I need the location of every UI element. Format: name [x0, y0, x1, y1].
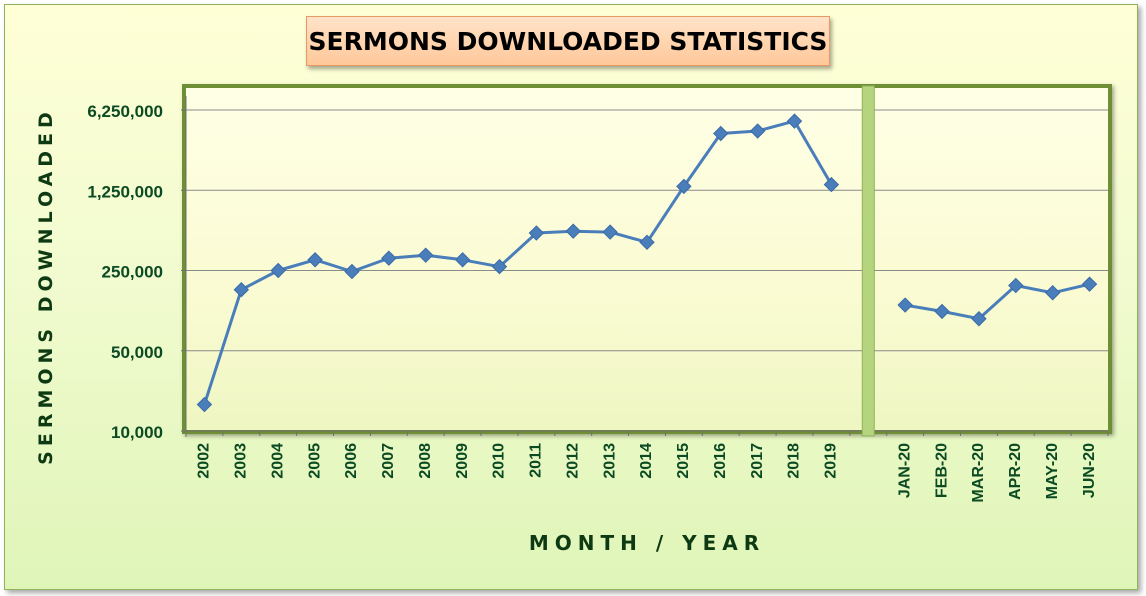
- plot-area: [182, 84, 1112, 434]
- data-point: [639, 234, 655, 251]
- data-point: [565, 223, 581, 239]
- data-point: [196, 396, 213, 413]
- x-tick-label: 2016: [712, 443, 729, 479]
- x-tick-label: MAR-20: [970, 443, 987, 503]
- x-tick-label: 2009: [454, 443, 471, 479]
- x-tick-label: 2014: [638, 443, 655, 479]
- x-tick-label: MAY-20: [1044, 443, 1061, 499]
- x-tick-label: 2015: [675, 443, 692, 479]
- data-point: [528, 225, 545, 241]
- y-tick-label: 250,000: [102, 263, 163, 282]
- y-tick-label: 50,000: [111, 343, 163, 362]
- data-point: [749, 123, 766, 139]
- y-tick-label: 10,000: [111, 423, 163, 442]
- x-tick-label: JUN-20: [1081, 443, 1098, 498]
- year-month-divider: [861, 85, 875, 437]
- data-point: [1008, 277, 1024, 294]
- data-point: [418, 247, 434, 263]
- x-tick-label: 2008: [417, 443, 434, 479]
- data-point: [454, 252, 471, 268]
- data-point: [602, 224, 618, 240]
- x-tick-label: FEB-20: [933, 443, 950, 498]
- data-point: [1044, 285, 1061, 301]
- x-tick-label: 2007: [380, 443, 397, 479]
- chart-title-box: SERMONS DOWNLOADED STATISTICS: [306, 16, 830, 66]
- data-point: [381, 250, 397, 266]
- data-point: [344, 263, 360, 280]
- x-tick-label: 2006: [343, 443, 360, 479]
- x-tick-label: 2010: [491, 443, 508, 479]
- series-line-yearly: [202, 119, 833, 405]
- data-point: [786, 113, 803, 129]
- data-point: [823, 176, 840, 193]
- x-tick-label: JAN-20: [896, 443, 913, 498]
- x-tick-label: 2002: [196, 443, 213, 479]
- x-tick-label: 2005: [306, 443, 323, 479]
- y-tick-label: 1,250,000: [87, 182, 163, 201]
- chart-title: SERMONS DOWNLOADED STATISTICS: [308, 26, 828, 56]
- data-point: [270, 262, 286, 279]
- x-tick-label: APR-20: [1007, 443, 1024, 500]
- x-tick-label: 2004: [269, 443, 286, 479]
- x-tick-label: 2019: [823, 443, 840, 479]
- data-point: [897, 297, 913, 313]
- x-tick-label: 2003: [233, 443, 250, 479]
- x-tick-label: 2012: [564, 443, 581, 479]
- data-point: [713, 125, 729, 142]
- data-point: [676, 178, 692, 195]
- x-axis-title: MONTH / YEAR: [528, 531, 766, 555]
- data-point: [1081, 276, 1098, 292]
- y-tick-label: 6,250,000: [87, 102, 163, 121]
- data-point: [491, 258, 508, 275]
- x-tick-label: 2011: [528, 443, 545, 478]
- data-point: [307, 252, 323, 268]
- data-point: [971, 311, 987, 327]
- series-line-monthly: [904, 282, 1090, 321]
- y-axis-title: SERMONS DOWNLOADED: [35, 107, 57, 465]
- data-point: [934, 303, 950, 320]
- x-tick-label: 2013: [601, 443, 618, 479]
- x-tick-label: 2018: [786, 443, 803, 479]
- data-point: [233, 282, 250, 298]
- x-tick-label: 2017: [749, 443, 766, 479]
